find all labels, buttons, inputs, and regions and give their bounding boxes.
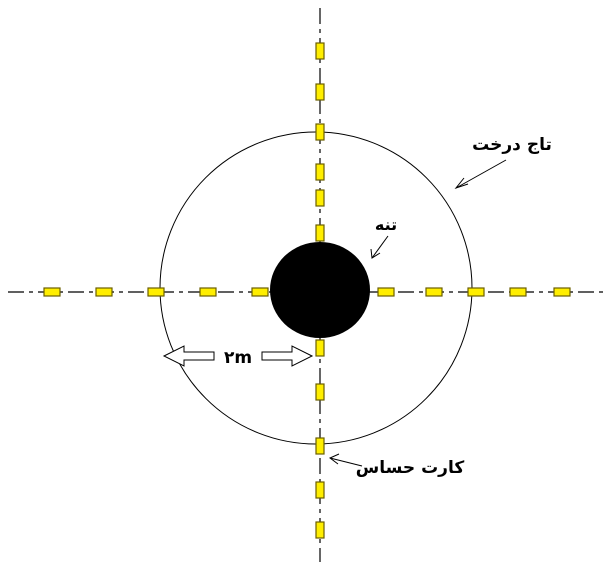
sensor-card [315,437,325,455]
sensor-card [315,339,325,357]
sensor-card [315,163,325,181]
sensor-card [199,287,217,297]
sensor-card [315,189,325,207]
sensor-card [509,287,527,297]
sensor-card [315,123,325,141]
distance-arrow [162,345,314,367]
sensor-card [467,287,485,297]
trunk-label: تنه [375,215,397,234]
sensor-card [95,287,113,297]
sensor-card [315,481,325,499]
sensor-card [43,287,61,297]
sensor-card [377,287,395,297]
sensor-card [315,521,325,539]
sensor-card [315,42,325,60]
crown-pointer [454,159,507,190]
sensor-card [251,287,269,297]
sensor-card [315,224,325,242]
sensor-card [315,83,325,101]
crown-label: تاج درخت [472,135,552,155]
sensor-card [147,287,165,297]
distance-arrow-left [162,345,215,367]
trunk-pointer [370,235,389,259]
sensor-card [425,287,443,297]
sensor-card [315,383,325,401]
tree-trunk [270,242,370,338]
sensor-card-pointer [329,453,363,467]
sensor-card-label: کارت حساس [356,458,465,478]
sensor-card [553,287,571,297]
distance-arrow-right [261,345,314,367]
distance-label: ۲m [224,348,252,368]
sensor-cards-vertical [315,42,325,539]
sensor-cards-horizontal [43,287,571,297]
